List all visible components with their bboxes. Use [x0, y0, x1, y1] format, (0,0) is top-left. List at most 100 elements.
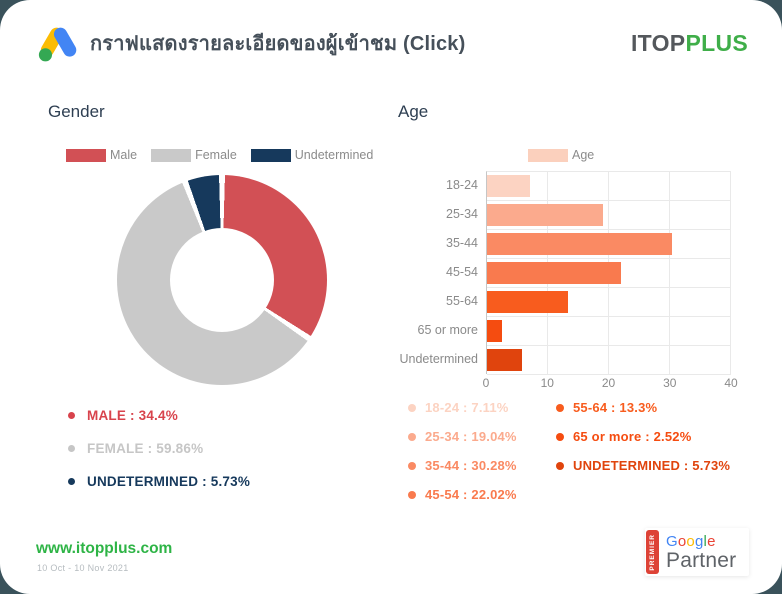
google-partner-badge: PREMIER Google Partner — [645, 528, 749, 576]
stat-bullet-icon — [408, 432, 416, 441]
legend-item: Male — [66, 148, 137, 162]
category-label: 65 or more — [417, 323, 478, 337]
bar — [487, 349, 522, 371]
brand-part2: PLUS — [685, 29, 748, 56]
category-label: 35-44 — [446, 236, 478, 250]
stat-bullet-icon — [68, 478, 75, 485]
bar-row — [487, 317, 731, 346]
website-link[interactable]: www.itopplus.com — [36, 540, 173, 557]
category-label: 18-24 — [446, 178, 478, 192]
age-stats-right-column: 55-64 : 13.3% 65 or more : 2.52% UNDETERMI… — [556, 393, 730, 480]
bar-row — [487, 230, 731, 259]
page-title: กราฟแสดงรายละเอียดของผู้เข้าชม (Click) — [90, 33, 466, 55]
age-stat-row: UNDETERMINED : 5.73% — [556, 451, 730, 480]
age-section-title: Age — [398, 102, 429, 121]
google-ads-icon — [38, 27, 77, 62]
badge-text: Google Partner — [659, 534, 736, 571]
stat-bullet-icon — [68, 445, 75, 452]
donut-hole — [170, 228, 274, 332]
legend-item: Undetermined — [250, 148, 374, 162]
legend-label: Female — [195, 148, 237, 162]
gender-stat-row: UNDETERMINED : 5.73% — [68, 465, 250, 498]
age-stat-row: 55-64 : 13.3% — [556, 393, 730, 422]
bar-row — [487, 346, 731, 375]
bar — [487, 320, 503, 342]
bar — [487, 233, 672, 255]
stat-bullet-icon — [408, 490, 416, 499]
category-label: 55-64 — [446, 294, 478, 308]
bar — [487, 175, 531, 197]
legend-swatch — [151, 148, 192, 162]
stat-text: 18-24 : 7.11% — [425, 400, 509, 415]
age-bar-chart — [486, 171, 731, 375]
age-legend: Age — [528, 148, 594, 162]
stat-text: UNDETERMINED : 5.73% — [87, 474, 251, 489]
stat-text: 55-64 : 13.3% — [573, 400, 658, 415]
stat-bullet-icon — [408, 461, 416, 470]
stat-text: 45-54 : 22.02% — [425, 487, 517, 502]
gender-stats-list: MALE : 34.4% FEMALE : 59.86% UNDETERMINED … — [68, 399, 250, 498]
stat-bullet-icon — [556, 461, 564, 470]
x-tick-label: 40 — [724, 376, 738, 390]
header: กราฟแสดงรายละเอียดของผู้เข้าชม (Click) I… — [38, 24, 748, 62]
google-letter: e — [707, 532, 716, 550]
category-label: 45-54 — [446, 265, 478, 279]
category-label: Undetermined — [399, 352, 478, 366]
legend-item: Female — [151, 148, 237, 162]
age-legend-swatch — [528, 148, 568, 162]
gender-section-title: Gender — [48, 102, 105, 121]
legend-swatch — [250, 148, 291, 162]
google-letter: g — [694, 532, 704, 550]
gender-donut-chart — [117, 175, 327, 385]
legend-label: Undetermined — [294, 148, 374, 162]
age-stat-row: 35-44 : 30.28% — [408, 451, 517, 480]
legend-swatch — [66, 148, 106, 162]
category-label: 25-34 — [446, 207, 478, 221]
partner-text: Partner — [666, 548, 737, 572]
brand-part1: ITOP — [630, 29, 686, 56]
x-tick-label: 20 — [601, 376, 616, 390]
itopplus-logo: ITOPPLUS — [631, 30, 748, 57]
bar-row — [487, 172, 731, 201]
google-letter: o — [686, 532, 695, 550]
stat-text: 35-44 : 30.28% — [425, 458, 517, 473]
stat-text: UNDETERMINED : 5.73% — [573, 458, 731, 473]
age-legend-label: Age — [572, 148, 595, 162]
premier-label: PREMIER — [649, 533, 656, 571]
x-tick-label: 10 — [540, 376, 554, 390]
age-stat-row: 18-24 : 7.11% — [408, 393, 517, 422]
age-category-labels: 18-24 25-34 35-44 45-54 55-64 65 or more Undet… — [390, 171, 478, 374]
legend-label: Male — [110, 148, 138, 162]
age-x-axis: 0 10 20 30 40 — [482, 376, 738, 390]
gridline — [730, 172, 731, 374]
x-tick-label: 30 — [663, 376, 677, 390]
stat-text: MALE : 34.4% — [87, 408, 178, 423]
premier-strip: PREMIER — [646, 530, 659, 574]
age-stat-row: 25-34 : 19.04% — [408, 422, 517, 451]
bar — [487, 262, 622, 284]
age-stat-row: 65 or more : 2.52% — [556, 422, 730, 451]
bar-row — [487, 201, 731, 230]
stat-text: 25-34 : 19.04% — [425, 429, 517, 444]
gender-stat-row: MALE : 34.4% — [68, 399, 250, 432]
stat-bullet-icon — [408, 403, 416, 412]
gender-stat-row: FEMALE : 59.86% — [68, 432, 250, 465]
x-tick-label: 0 — [482, 376, 490, 390]
bar-row — [487, 288, 731, 317]
bar — [487, 204, 604, 226]
age-stat-row: 45-54 : 22.02% — [408, 480, 517, 509]
stat-text: 65 or more : 2.52% — [573, 429, 692, 444]
date-range: 10 Oct - 10 Nov 2021 — [37, 563, 129, 573]
stat-bullet-icon — [556, 432, 564, 441]
stat-bullet-icon — [556, 403, 564, 412]
gridline — [669, 172, 670, 374]
age-stats-left-column: 18-24 : 7.11% 25-34 : 19.04% 35-44 : 30.28… — [408, 393, 517, 509]
stat-text: FEMALE : 59.86% — [87, 441, 204, 456]
google-letter: G — [666, 532, 678, 550]
google-letter: o — [677, 532, 687, 550]
google-logo-text: Google — [666, 534, 736, 549]
bar — [487, 291, 569, 313]
bar-row — [487, 259, 731, 288]
gender-legend: Male Female Undetermined — [66, 148, 387, 162]
